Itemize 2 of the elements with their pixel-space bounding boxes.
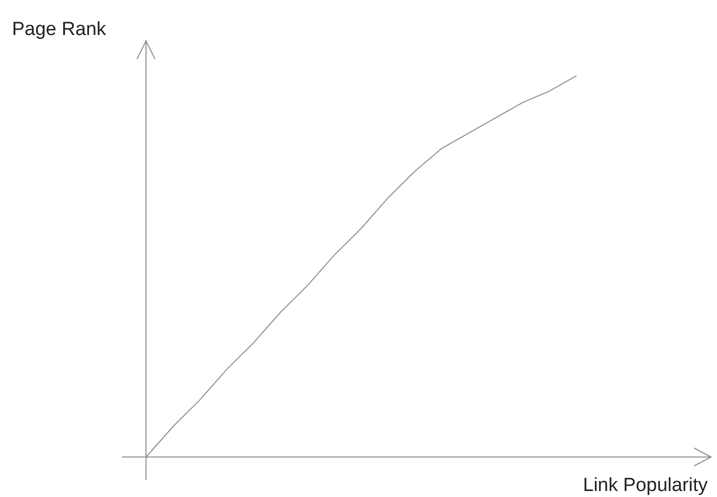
y-axis-title: Page Rank [12,19,107,40]
x-axis-title: Link Popularity [583,475,708,496]
